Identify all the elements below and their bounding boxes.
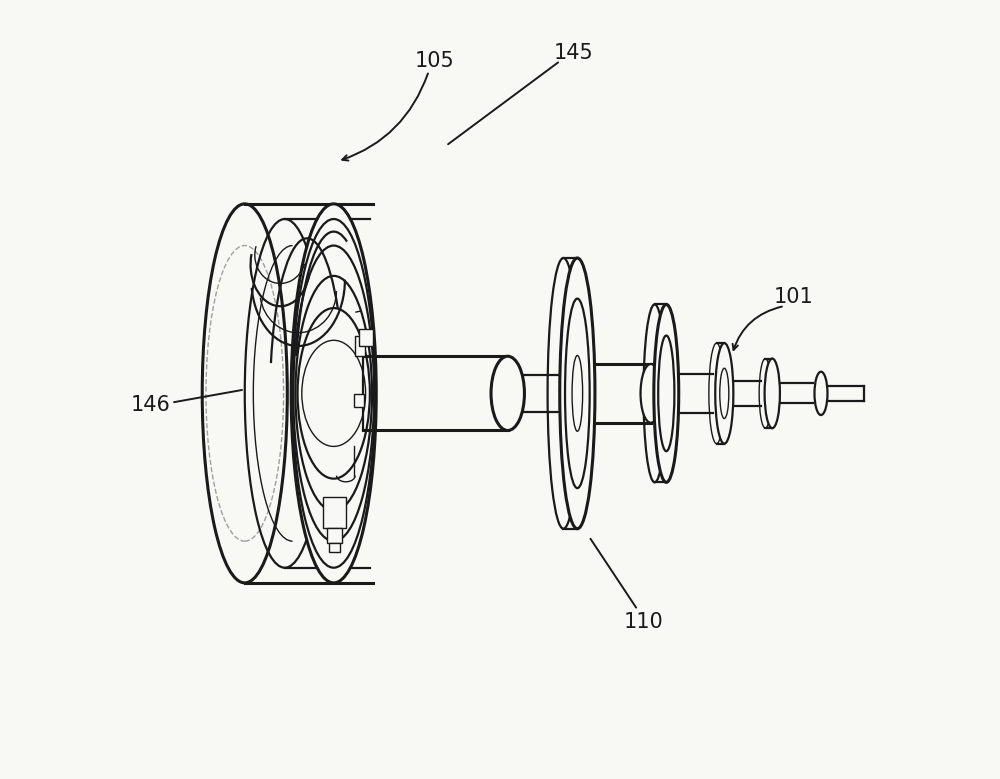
Text: 146: 146 (130, 395, 170, 415)
Ellipse shape (814, 372, 827, 415)
Ellipse shape (560, 258, 595, 529)
Ellipse shape (715, 343, 733, 444)
Polygon shape (359, 330, 373, 347)
Ellipse shape (641, 364, 661, 423)
Ellipse shape (202, 204, 287, 583)
Polygon shape (355, 337, 365, 356)
Ellipse shape (654, 305, 679, 482)
Polygon shape (354, 393, 364, 407)
Text: 110: 110 (623, 612, 663, 632)
Text: 101: 101 (774, 287, 814, 307)
Polygon shape (327, 527, 342, 543)
Ellipse shape (491, 356, 524, 431)
Ellipse shape (765, 358, 780, 428)
Polygon shape (323, 497, 346, 527)
Polygon shape (329, 543, 340, 552)
Text: 145: 145 (554, 43, 593, 63)
Text: 105: 105 (414, 51, 454, 71)
Ellipse shape (291, 204, 376, 583)
